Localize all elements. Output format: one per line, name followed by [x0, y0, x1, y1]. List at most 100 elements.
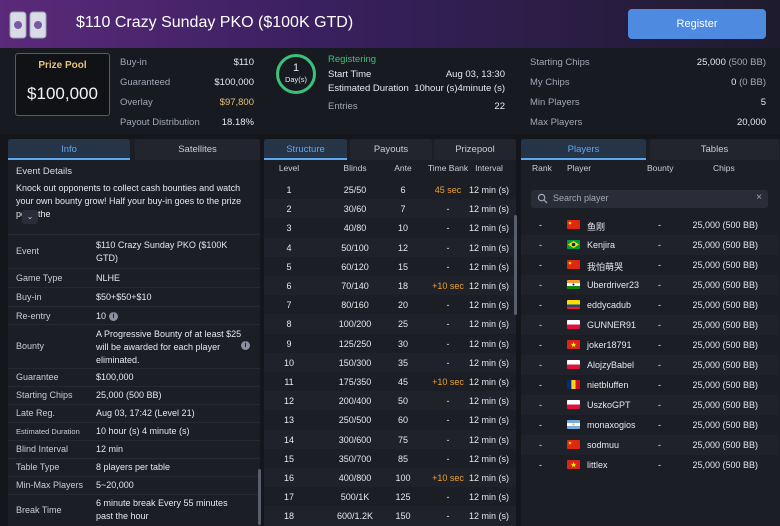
tab-prizepool[interactable]: Prizepool — [434, 139, 516, 160]
player-name: littlex — [587, 460, 608, 470]
player-row[interactable]: - UszkoGPT - 25,000 (500 BB) — [521, 395, 779, 415]
player-row[interactable]: - eddycadub - 25,000 (500 BB) — [521, 295, 779, 315]
flag-pl-icon — [567, 360, 580, 369]
max-players-summary: Max Players 20,000 — [530, 117, 766, 128]
my-chips-summary: My Chips 0 (0 BB) — [530, 77, 766, 88]
player-row[interactable]: - Uberdriver23 - 25,000 (500 BB) — [521, 275, 779, 295]
player-bounty: - — [658, 400, 661, 410]
clear-search-icon[interactable]: × — [756, 192, 762, 203]
flag-ar-icon — [567, 420, 580, 429]
player-name: UszkoGPT — [587, 400, 631, 410]
tab-payouts[interactable]: Payouts — [350, 139, 432, 160]
info-panel: Info Satellites Event Details Knock out … — [8, 139, 261, 526]
player-name: 鱼刚 — [587, 222, 606, 232]
search-icon — [537, 193, 548, 204]
registration-status: Registering — [328, 54, 377, 65]
player-rank: - — [539, 340, 542, 350]
flag-pl-icon — [567, 400, 580, 409]
player-bounty: - — [658, 300, 661, 310]
flag-vn-icon — [567, 340, 580, 349]
player-rank: - — [539, 320, 542, 330]
info-row-game-type: Game Type NLHE — [8, 268, 260, 287]
player-rank: - — [539, 460, 542, 470]
tab-tables[interactable]: Tables — [650, 139, 779, 160]
player-bounty: - — [658, 420, 661, 430]
player-row[interactable]: - littlex - 25,000 (500 BB) — [521, 455, 779, 475]
player-row[interactable]: - joker18791 - 25,000 (500 BB) — [521, 335, 779, 355]
player-bounty: - — [658, 340, 661, 350]
player-row[interactable]: - nietbluffen - 25,000 (500 BB) — [521, 375, 779, 395]
info-icon[interactable]: i — [109, 312, 119, 322]
player-chips: 25,000 (500 BB) — [692, 240, 758, 250]
player-bounty: - — [658, 240, 661, 250]
tournament-header: $110 Crazy Sunday PKO ($100K GTD) Regist… — [0, 0, 780, 48]
search-player-input[interactable]: Search player × — [531, 190, 768, 208]
structure-row: 5 60/120 15-12 min (s) — [286, 261, 509, 272]
player-rank: - — [539, 440, 542, 450]
player-chips: 25,000 (500 BB) — [692, 320, 758, 330]
tournament-title: $110 Crazy Sunday PKO ($100K GTD) — [76, 14, 354, 31]
structure-row: 11 175/350 45 +10 sec 12 min (s) — [284, 377, 509, 387]
player-name: monaxogios — [587, 420, 636, 430]
buy-in-summary: Buy-in $110 — [120, 57, 254, 68]
player-chips: 25,000 (500 BB) — [692, 400, 758, 410]
player-bounty: - — [658, 320, 661, 330]
player-name: joker18791 — [587, 340, 632, 350]
guaranteed-summary: Guaranteed $100,000 — [120, 77, 254, 88]
player-rank: - — [539, 420, 542, 430]
tab-structure[interactable]: Structure — [264, 139, 347, 160]
event-details: Event Details Knock out opponents to col… — [8, 162, 260, 526]
info-row-table-type: Table Type 8 players per table — [8, 458, 260, 476]
info-row-re-entry: Re-entry 10 i — [8, 306, 260, 324]
flag-br-icon — [567, 240, 580, 249]
info-row-blind-interval: Blind Interval 12 min — [8, 440, 260, 458]
player-chips: 25,000 (500 BB) — [692, 360, 758, 370]
structure-row: 3 40/80 10-12 min (s) — [286, 223, 509, 234]
day-unit: Day(s) — [284, 75, 308, 84]
player-rank: - — [539, 360, 542, 370]
start-time-summary: Start Time Aug 03, 13:30 — [328, 69, 505, 80]
tab-info[interactable]: Info — [8, 139, 130, 160]
player-rank: - — [539, 240, 542, 250]
player-chips: 25,000 (500 BB) — [692, 380, 758, 390]
register-button[interactable]: Register — [628, 9, 766, 39]
tournament-logo-icon — [9, 11, 47, 39]
player-chips: 25,000 (500 BB) — [692, 420, 758, 430]
structure-scrollbar[interactable] — [514, 215, 517, 315]
structure-row: 17 500/1K 125-12 min (s) — [283, 492, 509, 503]
tab-players[interactable]: Players — [521, 139, 646, 160]
player-row[interactable]: - 鱼刚 - 25,000 (500 BB) — [521, 215, 779, 235]
player-chips: 25,000 (500 BB) — [692, 220, 758, 230]
structure-row: 7 80/160 20-12 min (s) — [286, 300, 509, 311]
info-row-break-time: Break Time 6 minute break Every 55 minut… — [8, 494, 260, 526]
player-name: Uberdriver23 — [587, 280, 640, 290]
player-row[interactable]: - AlojzyBabel - 25,000 (500 BB) — [521, 355, 779, 375]
player-row[interactable]: - GUNNER91 - 25,000 (500 BB) — [521, 315, 779, 335]
estimated-duration-summary: Estimated Duration 10hour (s)4minute (s) — [328, 83, 505, 94]
player-row[interactable]: - sodmuu - 25,000 (500 BB) — [521, 435, 779, 455]
player-chips: 25,000 (500 BB) — [692, 260, 758, 270]
players-table-header: Rank Player Bounty Chips — [532, 163, 735, 173]
player-row[interactable]: - Kenjira - 25,000 (500 BB) — [521, 235, 779, 255]
entries-summary: Entries 22 — [328, 101, 505, 112]
min-players-summary: Min Players 5 — [530, 97, 766, 108]
day-count: 1 — [292, 62, 300, 74]
tab-satellites[interactable]: Satellites — [135, 139, 260, 160]
player-name: GUNNER91 — [587, 320, 637, 330]
prize-pool-box: Prize Pool $100,000 — [15, 53, 110, 116]
structure-row: 18 600/1.2K 150-12 min (s) — [264, 506, 516, 526]
player-chips: 25,000 (500 BB) — [692, 300, 758, 310]
info-icon[interactable]: i — [241, 341, 250, 350]
player-chips: 25,000 (500 BB) — [692, 460, 758, 470]
info-scrollbar[interactable] — [258, 469, 261, 525]
event-details-heading: Event Details — [16, 166, 72, 177]
structure-row: 16 400/800 100 +10 sec 12 min (s) — [264, 468, 516, 488]
player-row[interactable]: - 我怕萌哭 - 25,000 (500 BB) — [521, 255, 779, 275]
player-row[interactable]: - monaxogios - 25,000 (500 BB) — [521, 415, 779, 435]
expand-chevron-down-icon[interactable]: ⌄ — [22, 210, 38, 224]
structure-row: 2 30/60 7-12 min (s) — [264, 199, 516, 219]
structure-row: 9 125/250 30-12 min (s) — [286, 338, 509, 349]
tournament-summary: Prize Pool $100,000 Buy-in $110 Guarante… — [0, 48, 780, 134]
info-row-event: Event $110 Crazy Sunday PKO ($100K GTD) — [8, 234, 260, 268]
info-row-buy-in: Buy-in $50+$50+$10 — [8, 287, 260, 306]
